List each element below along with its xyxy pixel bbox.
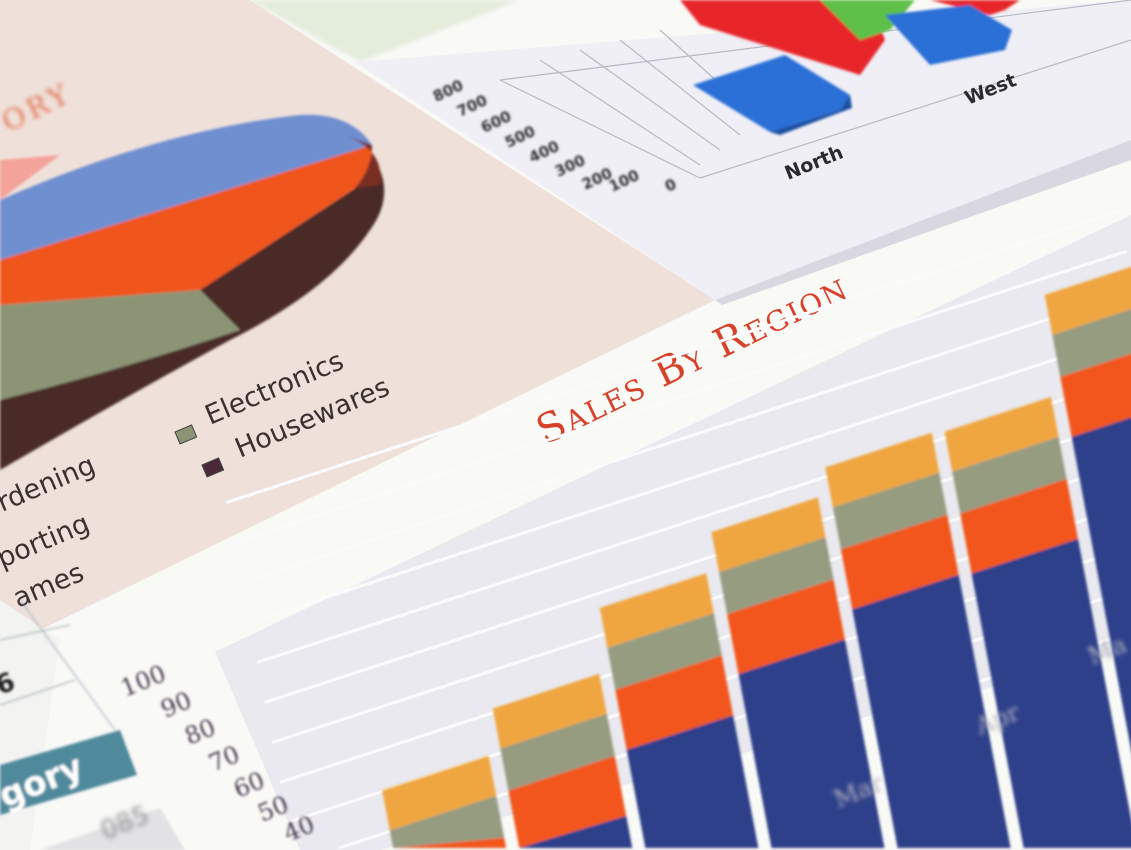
table-footer-cell [40,808,185,850]
region-bar-blue-west [885,5,1012,65]
table-line [0,624,71,641]
pie-slice-sage [0,290,240,400]
sales-bar-segment [626,715,759,848]
region-bar-red-2 [930,0,1020,15]
sales-bar-segment [1052,309,1131,377]
sales-bar-segment [971,538,1131,848]
legend-swatch-housewares [201,457,225,478]
sales-gridline [248,333,1131,624]
pie-slice-blue [0,114,372,260]
sales-bar-segment [607,613,722,690]
sales-bar-segment [500,713,615,791]
sales-bar-segment [711,497,826,573]
table-line [0,679,76,706]
legend-swatch-electronics [174,424,198,445]
sales-bar-segment [1071,417,1131,750]
sales-bar-segment [389,795,505,848]
region-panel-edge [715,140,1131,305]
sales-bar-segment [382,755,497,831]
table-line [19,599,116,731]
region-bar-blue-north [693,55,850,132]
region-bar-blue-side [770,95,852,135]
sales-bar-segment [615,655,734,750]
pie-slice-dark [0,170,385,470]
sales-bar-segment [519,815,633,848]
sales-gridline [241,290,1131,584]
region-bar-green [820,0,915,40]
pie-edge [345,135,381,188]
sales-bar-segment [492,673,607,749]
sales-bar-segment [960,478,1078,574]
region-bar-red [680,0,885,75]
sales-bar-segment [1044,266,1131,335]
sales-bar-segment [1060,353,1131,437]
pie-chart [0,114,385,470]
table-header-cell [0,730,137,815]
sales-bars [382,266,1131,848]
sales-bar-segment [944,396,1059,472]
sales-bar-segment [852,574,1011,848]
pie-slice-red [0,145,372,305]
sales-bar-segment [393,837,507,848]
sales-bar-segment [738,639,885,848]
sales-bar-segment [599,573,714,648]
sales-bar-segment [832,472,948,550]
sales-bar-segment [719,537,834,615]
pie-slice-pink [0,155,60,200]
region-bars [680,0,1020,135]
sales-bar-segment [508,755,627,848]
sales-gridline [226,209,1121,504]
sales-gridline [233,249,1128,544]
green-strip [250,0,520,62]
sales-bar-segment [727,579,845,675]
sales-bar-segment [952,436,1067,514]
sales-bar-segment [840,514,959,610]
sales-bar-segment [825,432,940,508]
region-chart-panel [355,0,1131,300]
